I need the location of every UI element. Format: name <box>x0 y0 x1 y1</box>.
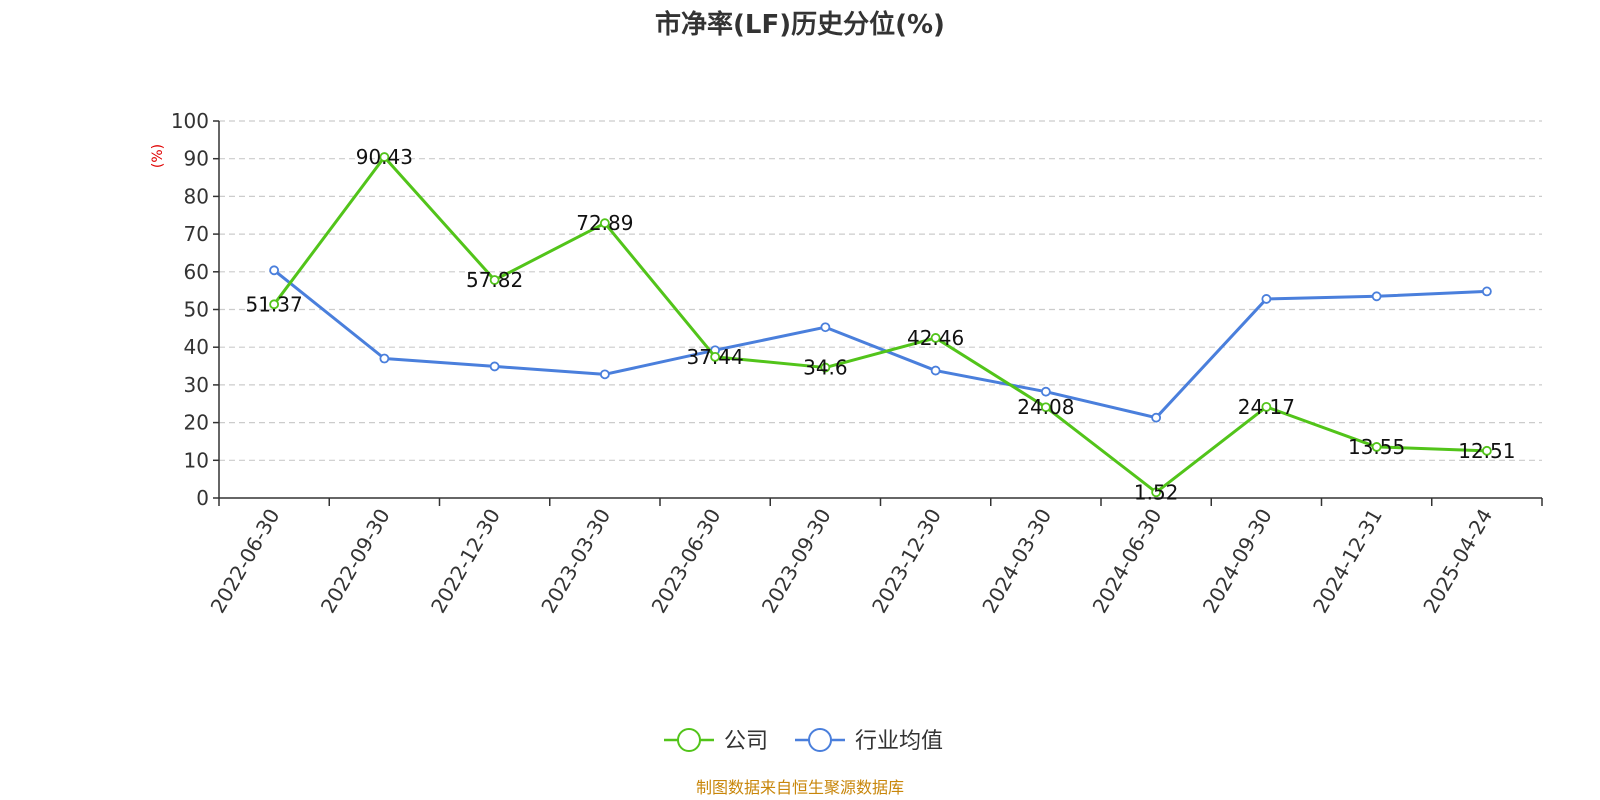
y-tick-label: 30 <box>184 373 209 397</box>
data-point <box>599 369 610 380</box>
source-note: 制图数据来自恒生聚源数据库 <box>696 778 904 797</box>
legend-item[interactable]: 公司 <box>664 728 768 754</box>
series-line <box>272 155 1487 494</box>
data-point <box>1261 294 1272 304</box>
x-tick-label: 2023-09-30 <box>757 505 836 618</box>
data-label: 37.44 <box>686 345 743 369</box>
x-tick-label: 2024-06-30 <box>1088 505 1167 618</box>
data-point <box>1040 402 1051 413</box>
x-tick-label: 2023-03-30 <box>536 505 615 618</box>
y-tick-label: 90 <box>184 147 209 171</box>
x-tick-label: 2024-09-30 <box>1198 505 1277 618</box>
data-point <box>1371 442 1382 452</box>
data-labels: 51.37 90.43 57.82 72.89 37.44 34.6 42.46 24.08 1… <box>245 145 1515 504</box>
data-point <box>710 351 721 362</box>
data-point <box>1481 445 1492 456</box>
legend-item[interactable]: 行业均值 <box>795 728 943 754</box>
data-point <box>820 322 831 333</box>
x-tick-label: 2023-06-30 <box>647 505 726 618</box>
y-tick-label: 20 <box>184 411 209 435</box>
data-label: 12.51 <box>1458 439 1515 463</box>
data-point <box>269 299 280 310</box>
y-tick-label: 0 <box>196 486 209 510</box>
x-tick-label: 2022-06-30 <box>206 505 285 618</box>
data-point <box>599 218 610 229</box>
legend-label: 公司 <box>724 729 768 754</box>
y-tick-label: 10 <box>184 448 209 472</box>
data-label: 90.43 <box>356 145 413 169</box>
axes: 0 10 20 30 40 50 60 70 80 90 100 2022-06-30 2022-09-… <box>171 109 1543 618</box>
y-tick-label: 40 <box>184 335 209 359</box>
data-point <box>1040 386 1051 397</box>
data-label: 57.82 <box>466 268 523 292</box>
data-point <box>1261 401 1272 412</box>
x-tick-label: 2022-12-30 <box>426 505 505 618</box>
x-tick-label: 2024-12-31 <box>1308 505 1387 618</box>
y-tick-label: 100 <box>171 109 209 133</box>
grid-lines <box>219 120 1542 461</box>
x-tick-label: 2023-12-30 <box>867 505 946 618</box>
data-label: 51.37 <box>245 292 302 316</box>
data-point <box>1371 291 1382 302</box>
data-label: 24.17 <box>1238 395 1295 419</box>
legend-marker <box>677 728 701 752</box>
data-point <box>379 353 390 364</box>
y-tick-label: 80 <box>184 184 209 208</box>
data-label: 42.46 <box>907 326 964 350</box>
data-point <box>269 265 280 276</box>
data-point <box>489 275 500 285</box>
data-point <box>379 152 390 162</box>
y-axis-unit: (%) <box>150 144 166 168</box>
data-label: 13.55 <box>1348 435 1405 459</box>
x-tick-label: 2025-04-24 <box>1418 505 1497 618</box>
legend-marker <box>808 728 832 752</box>
y-tick-label: 60 <box>184 260 209 284</box>
data-point <box>1151 412 1162 423</box>
data-point <box>820 362 831 373</box>
data-point <box>489 361 500 372</box>
y-tick-label: 70 <box>184 222 209 246</box>
data-label: 34.6 <box>803 356 848 380</box>
data-label: 72.89 <box>576 211 633 235</box>
legend[interactable]: 公司 行业均值 <box>664 728 943 754</box>
y-tick-label: 50 <box>184 298 209 322</box>
chart-title: 市净率(LF)历史分位(%) <box>655 9 945 40</box>
legend-label: 行业均值 <box>855 729 943 754</box>
x-tick-label: 2024-03-30 <box>977 505 1056 618</box>
data-point <box>930 365 941 376</box>
data-point <box>1151 487 1162 498</box>
data-label: 1.52 <box>1134 480 1179 504</box>
data-point <box>930 333 941 343</box>
x-tick-label: 2022-09-30 <box>316 505 395 618</box>
data-point <box>1481 286 1492 297</box>
series-lines <box>269 152 1492 498</box>
series-line <box>273 269 1487 420</box>
data-label: 24.08 <box>1017 395 1074 419</box>
